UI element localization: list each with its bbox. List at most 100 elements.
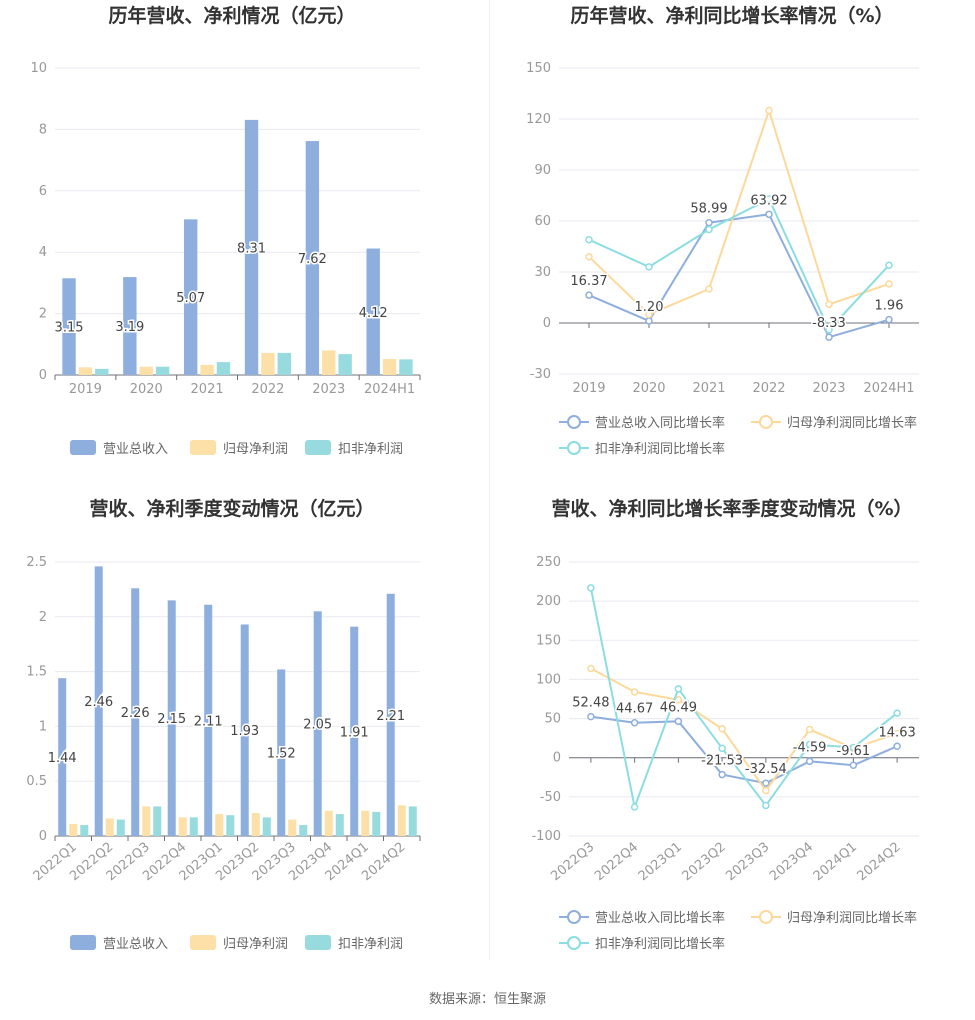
- legend-swatch: [190, 440, 216, 455]
- legend-marker: [567, 441, 581, 455]
- y-tick-label: 2.5: [26, 555, 47, 570]
- bar-revenue: [204, 604, 213, 836]
- legend-item[interactable]: 营业总收入: [70, 440, 168, 457]
- line-point: [630, 718, 639, 727]
- legend-item[interactable]: 归母净利润同比增长率: [751, 415, 917, 431]
- bar-revenue: [350, 626, 359, 836]
- bar-net-profit: [382, 359, 397, 375]
- line-point: [805, 740, 814, 749]
- bar-data-label: 5.07: [176, 291, 205, 306]
- bar-revenue: [240, 624, 249, 836]
- line-point: [893, 729, 901, 738]
- legend-item[interactable]: 营业总收入同比增长率: [559, 415, 725, 431]
- bar-deducted-profit: [408, 806, 417, 836]
- bar-data-label: 2.11: [194, 714, 223, 729]
- line-point: [718, 770, 726, 779]
- bar-revenue: [244, 119, 259, 376]
- legend-label: 归母净利润同比增长率: [787, 910, 917, 926]
- line-data-label: -32.54: [745, 762, 787, 777]
- bar-data-label: 2.26: [121, 706, 150, 721]
- line-point: [825, 326, 833, 334]
- bar-revenue: [62, 278, 76, 375]
- y-tick-label: 120: [526, 112, 551, 127]
- bar-deducted-profit: [226, 815, 235, 836]
- bar-revenue: [123, 277, 137, 375]
- bar-net-profit: [261, 352, 275, 375]
- bar-data-label: 7.62: [298, 252, 327, 267]
- line-data-label: -4.59: [793, 740, 827, 755]
- line-point: [645, 263, 653, 271]
- bar-data-label: 4.12: [359, 306, 388, 321]
- bar-deducted-profit: [299, 825, 308, 836]
- bar-deducted-profit: [399, 359, 413, 375]
- y-tick-label: 200: [536, 594, 561, 609]
- bar-net-profit: [215, 814, 224, 836]
- panel-divider: [489, 0, 490, 960]
- series-line: [590, 715, 898, 785]
- x-tick-label: 2022Q3: [548, 840, 597, 885]
- line-point: [705, 225, 713, 234]
- bar-net-profit: [139, 366, 153, 375]
- y-tick-label: -50: [540, 790, 561, 805]
- legend-label: 归母净利润: [223, 442, 288, 457]
- bar-revenue: [305, 141, 320, 375]
- bar-deducted-profit: [338, 354, 352, 375]
- line-point: [718, 744, 726, 753]
- legend-item[interactable]: 归母净利润同比增长率: [751, 910, 917, 926]
- legend-swatch: [70, 440, 96, 455]
- legend-item[interactable]: 扣非净利润: [305, 440, 403, 457]
- legend-item[interactable]: 归母净利润: [190, 935, 288, 952]
- y-tick-label: 0.5: [26, 774, 47, 789]
- x-tick-label: 2019: [572, 381, 605, 396]
- bar-deducted-profit: [277, 352, 291, 375]
- legend-marker: [567, 936, 581, 950]
- bar-net-profit: [78, 367, 93, 375]
- line-point: [765, 106, 773, 115]
- series-line: [590, 667, 898, 793]
- legend-item[interactable]: 营业总收入同比增长率: [559, 910, 725, 926]
- line-point: [705, 285, 713, 293]
- legend-swatch: [305, 935, 331, 950]
- line-point: [825, 300, 833, 309]
- bar-revenue: [131, 588, 140, 836]
- series-line: [588, 107, 890, 316]
- chart-svg: 历年营收、净利情况（亿元） 0 2 4 6 8 10 2019 2020 2021 2022 2023…: [30, 4, 421, 457]
- x-tick-label: 2022: [251, 382, 284, 397]
- y-tick-label: 30: [534, 265, 551, 280]
- legend-item[interactable]: 扣非净利润同比增长率: [559, 441, 725, 457]
- bar-deducted-profit: [80, 825, 89, 836]
- legend-item[interactable]: 扣非净利润同比增长率: [559, 936, 725, 952]
- bar-revenue: [58, 678, 67, 836]
- x-tick-label: 2022: [752, 381, 785, 396]
- bar-net-profit: [361, 810, 370, 836]
- bar-revenue: [366, 248, 380, 375]
- line-point: [805, 757, 814, 766]
- y-tick-label: 90: [534, 163, 551, 178]
- legend-item[interactable]: 扣非净利润: [305, 935, 403, 952]
- bar-data-label: 1.52: [267, 747, 296, 762]
- y-tick-label: 1: [39, 719, 47, 734]
- line-point: [585, 235, 593, 244]
- bar-deducted-profit: [155, 366, 170, 375]
- legend-item[interactable]: 营业总收入: [70, 935, 168, 952]
- line-point: [585, 252, 593, 261]
- y-tick-label: 150: [526, 61, 551, 76]
- legend-marker: [567, 415, 581, 429]
- y-tick-label: 2: [39, 610, 47, 625]
- line-point: [645, 317, 653, 325]
- chart-svg: 营收、净利同比增长率季度变动情况（%） -100 -50 0 50 100 150 200 25…: [531, 497, 919, 952]
- x-tick-label: 2023: [312, 382, 345, 397]
- bar-data-label: 8.31: [237, 241, 266, 256]
- line-point: [630, 688, 639, 696]
- x-tick-label: 2023Q2: [680, 840, 729, 885]
- legend-label: 扣非净利润同比增长率: [595, 441, 725, 457]
- bar-net-profit: [105, 818, 114, 836]
- line-point: [587, 664, 595, 673]
- data-source-note: 数据来源：恒生聚源: [428, 992, 546, 1007]
- series-line: [588, 213, 890, 339]
- line-point: [762, 786, 770, 795]
- y-tick-label: 2: [39, 307, 47, 322]
- legend-item[interactable]: 归母净利润: [190, 440, 288, 457]
- bar-data-label: 1.93: [230, 724, 259, 739]
- bar-net-profit: [322, 350, 336, 375]
